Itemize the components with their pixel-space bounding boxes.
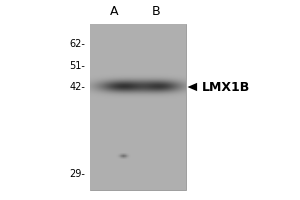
Text: 42-: 42- <box>70 82 86 92</box>
Polygon shape <box>188 83 197 91</box>
Text: LMX1B: LMX1B <box>202 81 250 94</box>
Text: 29-: 29- <box>70 169 86 179</box>
Text: B: B <box>152 5 160 18</box>
Text: 51-: 51- <box>70 61 86 71</box>
Text: 62-: 62- <box>70 39 86 49</box>
Bar <box>90 24 186 190</box>
Text: A: A <box>110 5 118 18</box>
